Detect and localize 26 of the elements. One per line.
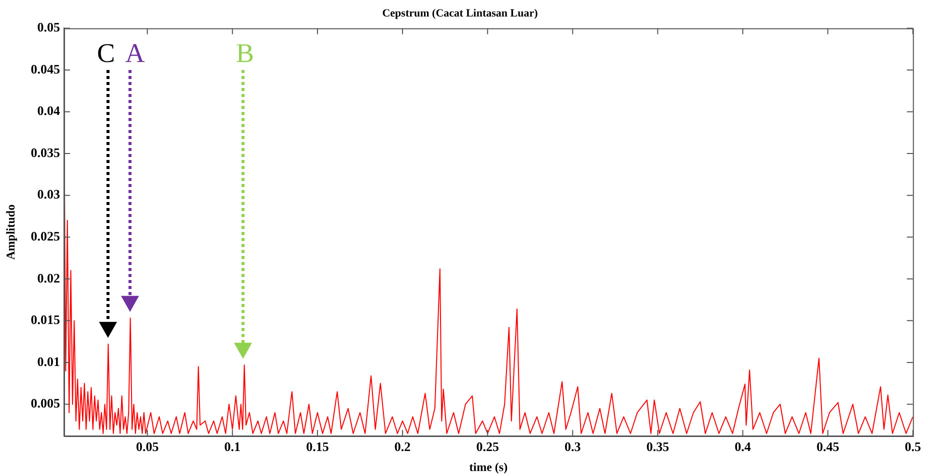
y-tick-label: 0.015	[30, 312, 60, 328]
x-tick-label: 0.4	[734, 439, 752, 454]
x-tick-label: 0.05	[136, 439, 160, 454]
x-axis-title: time (s)	[469, 460, 508, 474]
y-tick-label: 0.035	[30, 144, 60, 160]
x-tick-label: 0.35	[646, 439, 670, 454]
y-tick-label: 0.05	[37, 20, 60, 35]
x-tick-label: 0.45	[816, 439, 840, 454]
y-tick-label: 0.04	[37, 103, 60, 118]
y-axis-title: Amplitudo	[3, 204, 18, 260]
x-tick-label: 0.3	[564, 439, 582, 454]
y-tick-label: 0.005	[30, 396, 60, 411]
x-tick-label: 0.1	[224, 439, 241, 454]
y-tick-label: 0.045	[30, 61, 60, 76]
annotation: C	[96, 38, 115, 68]
annotation: A	[125, 38, 146, 68]
y-tick-label: 0.03	[37, 186, 60, 202]
x-tick-label: 0.25	[476, 439, 500, 454]
y-tick-label: 0.02	[37, 270, 60, 286]
x-tick-label: 0.2	[394, 439, 411, 454]
y-tick-label: 0.025	[30, 228, 60, 244]
x-tick-label: 0.15	[306, 439, 330, 454]
chart-title: Cepstrum (Cacat Lintasan Luar)	[382, 7, 538, 20]
x-tick-label: 0.5	[904, 439, 922, 454]
y-tick-label: 0.01	[37, 354, 60, 369]
annotation: B	[236, 38, 254, 68]
